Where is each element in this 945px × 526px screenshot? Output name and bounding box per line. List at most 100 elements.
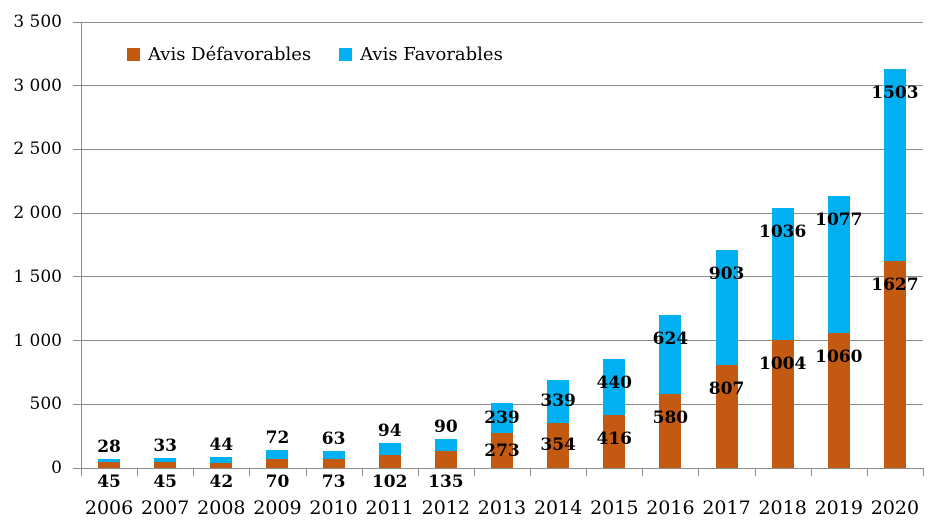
- data-label-defavorables: 45: [153, 472, 178, 492]
- x-axis-category-label: 2016: [646, 497, 695, 519]
- x-axis-category-label: 2015: [590, 497, 639, 519]
- x-axis-tick: [810, 468, 812, 476]
- bar-segment-favorables: [322, 450, 345, 459]
- y-axis-tick-label: 1 500: [13, 266, 62, 287]
- bar-segment-defavorables: [771, 340, 794, 468]
- legend-item-avis-favorables: Avis Favorables: [339, 44, 503, 65]
- bar-segment-defavorables: [547, 422, 570, 468]
- legend: Avis Défavorables Avis Favorables: [127, 44, 503, 65]
- x-axis-category-label: 2017: [702, 497, 751, 519]
- bar-segment-favorables: [603, 358, 626, 415]
- data-label-favorables: 33: [153, 436, 178, 457]
- bar-segment-favorables: [491, 402, 513, 434]
- bar-segment-favorables: [266, 449, 289, 460]
- y-axis-tick-label: 1 000: [13, 330, 62, 351]
- data-label-defavorables: 135: [428, 472, 464, 492]
- data-label-defavorables: 580: [652, 408, 689, 429]
- data-label-favorables: 63: [321, 428, 346, 449]
- data-label-favorables: 90: [434, 417, 458, 438]
- gridline: [73, 212, 923, 214]
- bar-segment-favorables: [715, 250, 738, 366]
- x-axis-category-label: 2018: [758, 497, 807, 519]
- gridline: [73, 276, 923, 278]
- x-axis-tick: [417, 468, 419, 476]
- gridline: [73, 340, 923, 342]
- x-axis-category-label: 2007: [141, 497, 190, 519]
- data-label-favorables: 72: [265, 427, 290, 448]
- x-axis-category-label: 2012: [421, 497, 471, 519]
- data-label-defavorables: 42: [209, 472, 234, 492]
- data-label-defavorables: 102: [371, 472, 408, 492]
- data-label-defavorables: 273: [484, 440, 520, 461]
- data-label-defavorables: 73: [321, 472, 346, 492]
- x-axis-category-label: 2019: [814, 497, 863, 519]
- bar-segment-defavorables: [98, 462, 121, 468]
- data-label-favorables: 440: [596, 372, 633, 393]
- bar-segment-defavorables: [154, 462, 177, 468]
- data-label-defavorables: 70: [265, 472, 290, 492]
- data-label-defavorables: 1627: [871, 274, 919, 295]
- bar-segment-favorables: [827, 195, 850, 333]
- bar-segment-defavorables: [603, 414, 626, 468]
- data-label-favorables: 239: [484, 407, 520, 428]
- bar-segment-favorables: [154, 458, 177, 463]
- x-axis-tick: [586, 468, 588, 476]
- legend-item-avis-defavorables: Avis Défavorables: [127, 44, 311, 65]
- x-axis-tick: [193, 468, 195, 476]
- legend-swatch-defavorables-icon: [127, 48, 140, 61]
- data-label-favorables: 1036: [758, 222, 807, 243]
- data-label-favorables: 624: [652, 328, 689, 349]
- x-axis-tick: [530, 468, 532, 476]
- bar-segment-favorables: [659, 314, 682, 395]
- x-axis-tick: [866, 468, 868, 476]
- x-axis-tick: [137, 468, 139, 476]
- bar-segment-favorables: [434, 439, 457, 451]
- y-axis-line: [81, 22, 82, 468]
- y-axis-tick-label: 3 500: [13, 12, 62, 32]
- data-label-favorables: 339: [540, 391, 576, 412]
- x-axis-tick: [305, 468, 307, 476]
- data-label-favorables: 94: [377, 421, 402, 442]
- x-axis-category-label: 2009: [253, 497, 302, 519]
- bar-segment-defavorables: [266, 459, 289, 468]
- bar-segment-defavorables: [322, 458, 345, 468]
- x-axis-tick: [81, 468, 82, 476]
- y-axis-tick-label: 2 500: [13, 139, 62, 160]
- x-axis-tick: [754, 468, 756, 476]
- data-label-defavorables: 1060: [815, 346, 863, 367]
- bar-segment-defavorables: [827, 332, 850, 468]
- x-axis-tick: [923, 468, 924, 476]
- x-axis-tick: [642, 468, 644, 476]
- legend-swatch-favorables-icon: [339, 48, 353, 61]
- bar-segment-defavorables: [434, 450, 457, 468]
- y-axis-tick-label: 2 000: [13, 203, 62, 224]
- bar-segment-defavorables: [883, 260, 906, 468]
- x-axis-tick: [698, 468, 700, 476]
- bar-segment-defavorables: [491, 433, 513, 468]
- data-label-defavorables: 354: [540, 435, 576, 456]
- data-label-favorables: 28: [97, 436, 121, 457]
- x-axis-category-label: 2013: [477, 497, 527, 519]
- bar-segment-defavorables: [210, 462, 233, 468]
- gridline: [73, 467, 923, 469]
- bar-segment-favorables: [378, 443, 401, 455]
- data-label-favorables: 44: [209, 435, 234, 456]
- bar-segment-favorables: [98, 458, 121, 463]
- x-axis-tick: [473, 468, 475, 476]
- x-axis-category-label: 2006: [84, 497, 134, 519]
- x-axis-tick: [361, 468, 363, 476]
- bar-segment-defavorables: [715, 365, 738, 468]
- data-label-favorables: 1077: [815, 209, 863, 230]
- legend-label-favorables: Avis Favorables: [360, 44, 503, 65]
- x-axis-tick: [249, 468, 251, 476]
- gridline: [73, 21, 923, 23]
- data-label-defavorables: 1004: [758, 354, 807, 375]
- bar-segment-defavorables: [378, 455, 401, 468]
- data-label-defavorables: 416: [596, 428, 633, 449]
- bar-segment-favorables: [547, 379, 570, 423]
- x-axis-category-label: 2014: [533, 497, 583, 519]
- gridline: [73, 148, 923, 150]
- data-label-defavorables: 807: [708, 379, 745, 400]
- bar-segment-favorables: [883, 69, 906, 261]
